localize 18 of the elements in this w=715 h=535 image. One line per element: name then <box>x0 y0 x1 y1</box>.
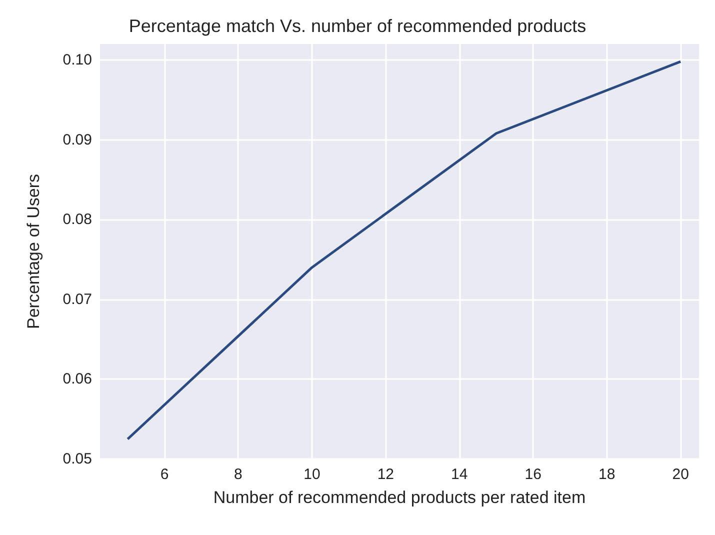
x-tick-label: 6 <box>160 466 169 483</box>
x-tick-label: 8 <box>234 466 242 483</box>
x-tick-label: 18 <box>598 466 616 483</box>
y-axis-title: Percentage of Users <box>24 174 43 329</box>
x-tick-label: 20 <box>672 466 689 483</box>
line-series <box>126 60 682 440</box>
x-tick-label: 14 <box>451 466 468 483</box>
x-axis-title: Number of recommended products per rated item <box>213 488 586 507</box>
y-tick-label: 0.10 <box>62 51 92 68</box>
y-tick-label: 0.07 <box>62 290 92 308</box>
x-tick-label: 10 <box>304 466 320 483</box>
x-tick-label: 16 <box>524 466 542 483</box>
y-tick-label: 0.09 <box>62 131 92 148</box>
y-tick-label: 0.08 <box>62 211 92 228</box>
chart-title: Percentage match Vs. number of recommended products <box>128 16 586 36</box>
y-tick-label: 0.05 <box>62 450 92 468</box>
y-tick-label: 0.06 <box>62 370 92 388</box>
x-tick-label: 12 <box>377 466 394 483</box>
